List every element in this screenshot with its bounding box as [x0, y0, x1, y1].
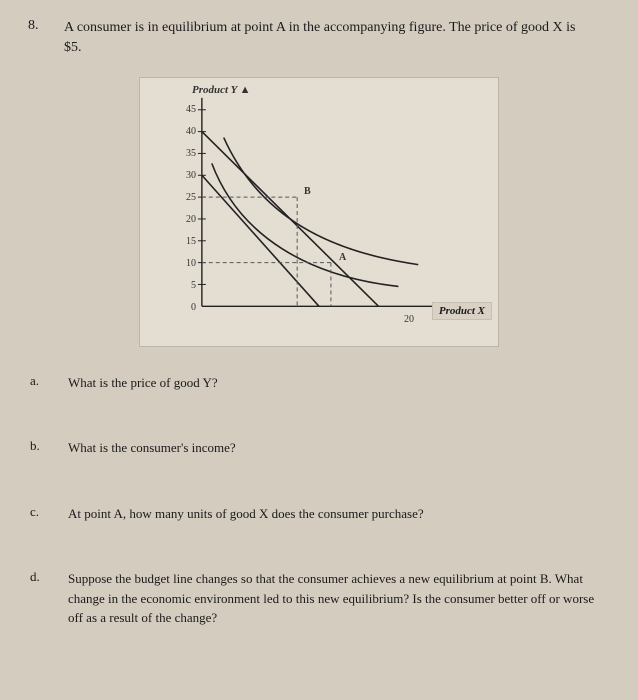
ytick-15: 15: [176, 236, 196, 247]
point-a-label: A: [339, 252, 346, 263]
ytick-40: 40: [176, 126, 196, 137]
page: 8. A consumer is in equilibrium at point…: [0, 0, 638, 648]
ytick-5: 5: [176, 280, 196, 291]
sub-a: a. What is the price of good Y?: [28, 373, 610, 393]
ytick-45: 45: [176, 104, 196, 115]
question-row: 8. A consumer is in equilibrium at point…: [28, 18, 610, 59]
sub-b-text: What is the consumer's income?: [68, 438, 236, 458]
sub-d: d. Suppose the budget line changes so th…: [28, 569, 610, 628]
sub-d-text: Suppose the budget line changes so that …: [68, 569, 610, 628]
ytick-0: 0: [176, 302, 196, 313]
sub-b: b. What is the consumer's income?: [28, 438, 610, 458]
ytick-30: 30: [176, 170, 196, 181]
question-number: 8.: [28, 18, 46, 59]
sub-c-letter: c.: [30, 504, 46, 524]
ytick-35: 35: [176, 148, 196, 159]
figure-container: Product Y ▲: [28, 77, 610, 347]
indifference-figure: Product Y ▲: [139, 77, 499, 347]
question-line1: A consumer is in equilibrium at point A …: [64, 20, 575, 35]
xtick-20: 20: [404, 314, 414, 325]
sub-a-letter: a.: [30, 373, 46, 393]
ytick-20: 20: [176, 214, 196, 225]
question-line2: $5.: [64, 40, 82, 55]
sub-b-letter: b.: [30, 438, 46, 458]
sub-d-letter: d.: [30, 569, 46, 628]
question-text: A consumer is in equilibrium at point A …: [64, 18, 575, 59]
point-b-label: B: [304, 186, 311, 197]
sub-a-text: What is the price of good Y?: [68, 373, 218, 393]
ytick-25: 25: [176, 192, 196, 203]
sub-c-text: At point A, how many units of good X doe…: [68, 504, 424, 524]
ytick-10: 10: [176, 258, 196, 269]
sub-c: c. At point A, how many units of good X …: [28, 504, 610, 524]
x-axis-label: Product X: [432, 302, 492, 320]
